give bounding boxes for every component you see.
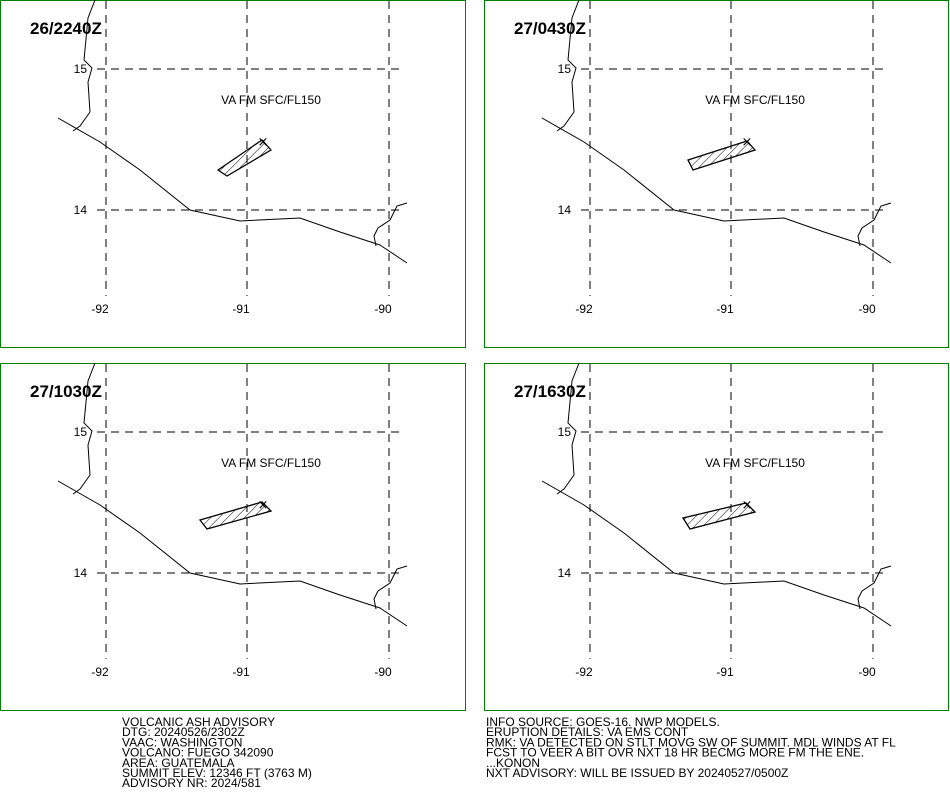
longitude-label: -92 [575,302,593,316]
coastline [857,565,892,610]
coastline [72,0,96,132]
advisory-line: VOLCANIC ASH ADVISORY [122,715,275,729]
map-panel: -92 -91 -90 15 14 × 27/0430Z VA FM SFC/FL150 [484,0,949,348]
coastline [541,117,892,264]
valid-time: 27/1630Z [514,382,586,401]
ash-level-label: VA FM SFC/FL150 [221,456,321,470]
longitude-label: -90 [858,302,876,316]
longitude-label: -91 [716,302,734,316]
latitude-label: 15 [74,62,88,76]
latitude-label: 15 [558,62,572,76]
advisory-line: ...KONON [486,756,540,770]
panel-border [0,363,466,711]
panel-border [484,0,949,348]
coastline [556,0,580,132]
coastline [541,480,892,627]
longitude-label: -90 [374,302,392,316]
advisory-line: AREA: GUATEMALA [122,756,234,770]
volcano-marker: × [742,498,753,513]
volcano-marker: × [258,135,269,150]
coastline [857,202,892,247]
valid-time: 27/0430Z [514,19,586,38]
longitude-label: -90 [858,665,876,679]
advisory-line: INFO SOURCE: GOES-16. NWP MODELS. [486,715,720,729]
ash-level-label: VA FM SFC/FL150 [705,93,805,107]
longitude-label: -92 [91,665,109,679]
advisory-line: VOLCANO: FUEGO 342090 [122,746,274,760]
latitude-label: 14 [558,566,572,580]
coastline [57,480,408,627]
ash-level-label: VA FM SFC/FL150 [705,456,805,470]
latitude-label: 14 [558,203,572,217]
map-panel: -92 -91 -90 15 14 × 26/2240Z VA FM SFC/FL150 [0,0,466,348]
advisory-line: DTG: 20240526/2302Z [122,725,245,739]
ash-area [681,502,757,530]
volcano-marker: × [258,498,269,513]
advisory-line: FCST TO VEER A BIT OVR NXT 18 HR BECMG M… [486,746,864,760]
latitude-label: 14 [74,566,88,580]
coastline [556,362,580,495]
latitude-label: 14 [74,203,88,217]
longitude-label: -92 [575,665,593,679]
longitude-label: -91 [232,665,250,679]
volcano-marker: × [742,135,753,150]
longitude-label: -91 [716,665,734,679]
valid-time: 26/2240Z [30,19,102,38]
ash-area [198,501,273,530]
longitude-label: -92 [91,302,109,316]
panel-border [0,0,466,348]
coastline [72,362,96,495]
coastline [373,565,408,610]
panel-border [484,363,949,711]
ash-area [687,140,757,171]
map-panel: -92 -91 -90 15 14 × 27/1030Z VA FM SFC/FL150 [0,362,466,711]
ash-area [216,139,273,177]
advisory-line: VAAC: WASHINGTON [122,735,242,749]
advisory-line: ADVISORY NR: 2024/581 [122,776,261,790]
advisory-line: NXT ADVISORY: WILL BE ISSUED BY 20240527… [486,766,788,780]
longitude-label: -90 [374,665,392,679]
longitude-label: -91 [232,302,250,316]
advisory-line: RMK: VA DETECTED ON STLT MOVG SW OF SUMM… [486,735,896,749]
latitude-label: 15 [74,425,88,439]
coastline [57,117,408,264]
valid-time: 27/1030Z [30,382,102,401]
ash-level-label: VA FM SFC/FL150 [221,93,321,107]
map-panel: -92 -91 -90 15 14 × 27/1630Z VA FM SFC/FL150 [484,362,949,711]
advisory-line: SUMMIT ELEV: 12346 FT (3763 M) [122,766,312,780]
latitude-label: 15 [558,425,572,439]
coastline [373,202,408,247]
advisory-line: ERUPTION DETAILS: VA EMS CONT [486,725,689,739]
